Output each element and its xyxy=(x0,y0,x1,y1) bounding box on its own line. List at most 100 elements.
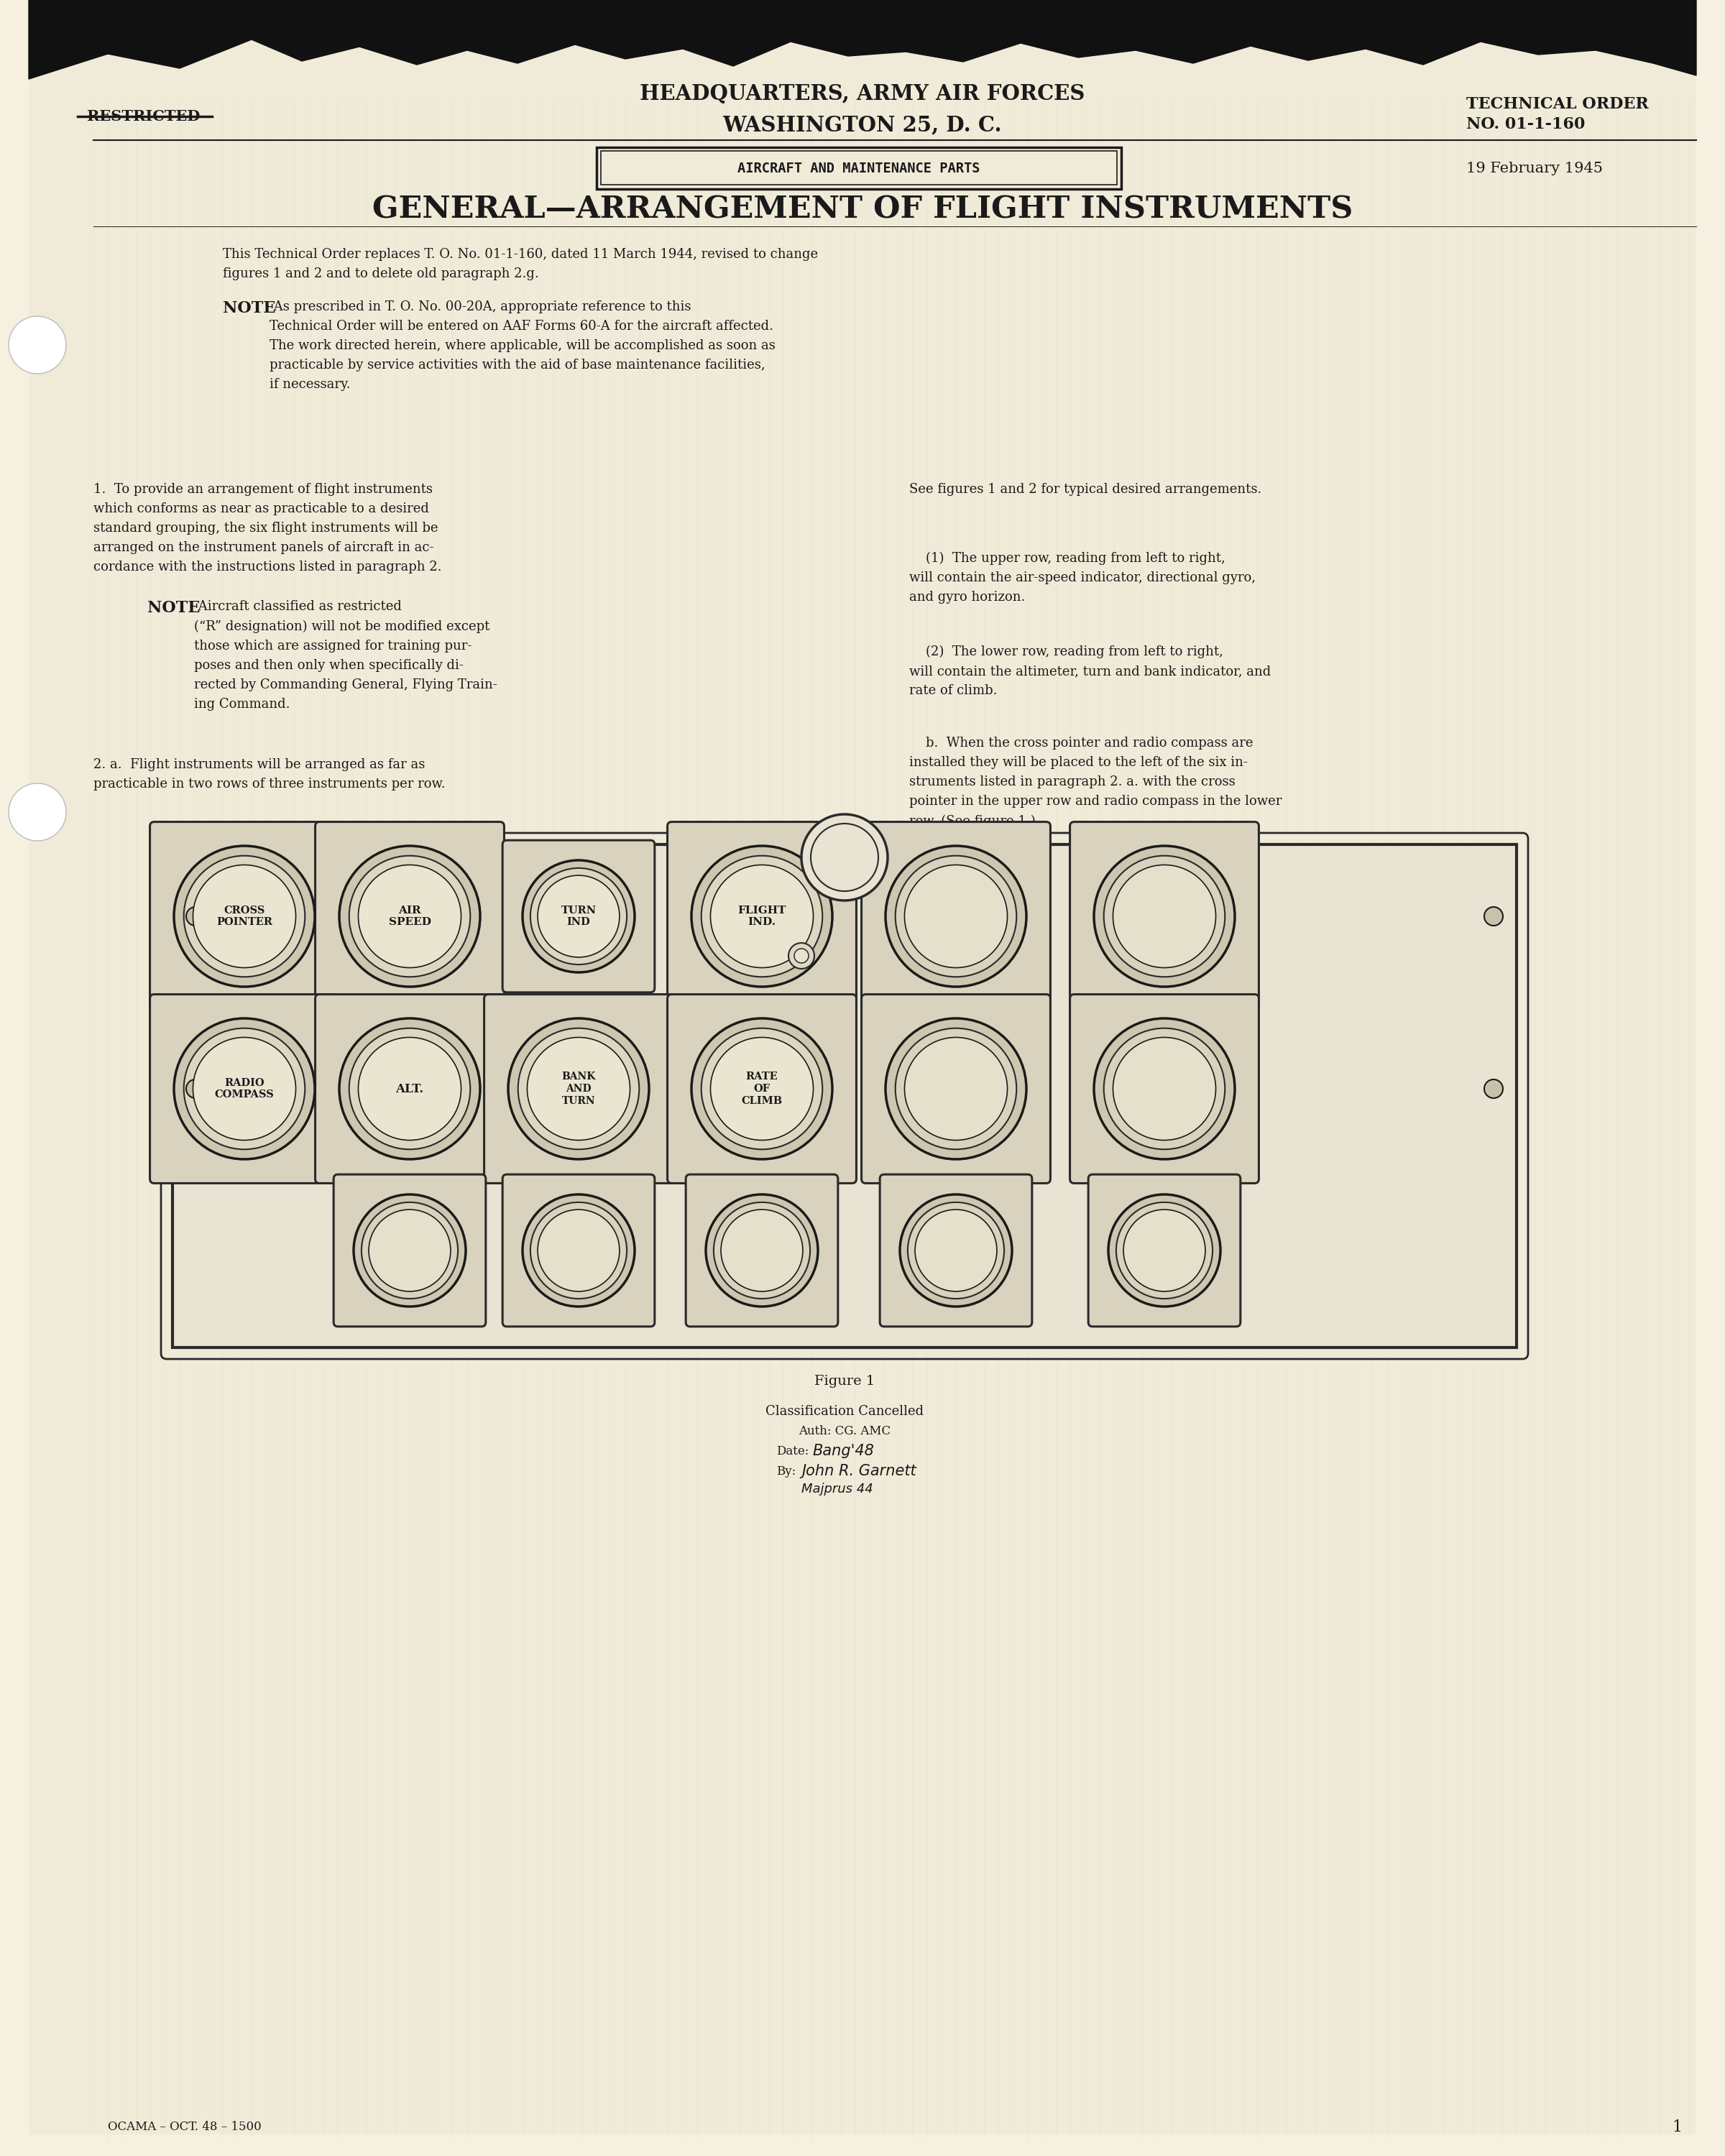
Text: (1)  The upper row, reading from left to right,
will contain the air-speed indic: (1) The upper row, reading from left to … xyxy=(909,552,1256,604)
Text: GENERAL—ARRANGEMENT OF FLIGHT INSTRUMENTS: GENERAL—ARRANGEMENT OF FLIGHT INSTRUMENT… xyxy=(373,194,1352,224)
Circle shape xyxy=(348,856,471,977)
Circle shape xyxy=(9,317,66,373)
Text: FLIGHT
IND.: FLIGHT IND. xyxy=(738,906,787,927)
Text: OCAMA – OCT. 48 – 1500: OCAMA – OCT. 48 – 1500 xyxy=(107,2122,262,2134)
Circle shape xyxy=(1116,1203,1213,1298)
Circle shape xyxy=(1113,1037,1216,1141)
Circle shape xyxy=(185,1028,305,1149)
Circle shape xyxy=(788,942,814,968)
FancyBboxPatch shape xyxy=(316,994,504,1184)
Text: Figure 1: Figure 1 xyxy=(814,1376,875,1388)
Text: As prescribed in T. O. No. 00-20A, appropriate reference to this
Technical Order: As prescribed in T. O. No. 00-20A, appro… xyxy=(269,300,776,390)
Circle shape xyxy=(359,865,461,968)
Circle shape xyxy=(1123,1210,1206,1291)
Bar xyxy=(172,845,1516,1348)
Circle shape xyxy=(340,1018,480,1160)
Text: Auth: CG. AMC: Auth: CG. AMC xyxy=(799,1425,890,1438)
Text: BANK
AND
TURN: BANK AND TURN xyxy=(562,1072,595,1106)
Text: RATE
OF
CLIMB: RATE OF CLIMB xyxy=(742,1072,783,1106)
Circle shape xyxy=(1484,908,1502,925)
Text: See figures 1 and 2 for typical desired arrangements.: See figures 1 and 2 for typical desired … xyxy=(909,483,1261,496)
Text: This Technical Order replaces T. O. No. 01-1-160, dated 11 March 1944, revised t: This Technical Order replaces T. O. No. … xyxy=(223,248,818,280)
Circle shape xyxy=(692,845,833,987)
Circle shape xyxy=(914,1210,997,1291)
FancyBboxPatch shape xyxy=(668,821,856,1011)
Circle shape xyxy=(702,1028,823,1149)
Circle shape xyxy=(904,865,1007,968)
Circle shape xyxy=(174,845,316,987)
Circle shape xyxy=(538,1210,619,1291)
Circle shape xyxy=(523,1194,635,1307)
FancyBboxPatch shape xyxy=(502,1175,656,1326)
Circle shape xyxy=(692,1018,833,1160)
Circle shape xyxy=(186,908,205,925)
Circle shape xyxy=(186,1080,205,1097)
FancyBboxPatch shape xyxy=(333,1175,486,1326)
FancyBboxPatch shape xyxy=(1070,994,1259,1184)
Circle shape xyxy=(895,1028,1016,1149)
Circle shape xyxy=(1113,865,1216,968)
Text: AIRCRAFT AND MAINTENANCE PARTS: AIRCRAFT AND MAINTENANCE PARTS xyxy=(738,162,980,175)
Circle shape xyxy=(794,949,809,964)
Text: NOTE: NOTE xyxy=(147,599,200,617)
FancyBboxPatch shape xyxy=(861,821,1051,1011)
FancyBboxPatch shape xyxy=(1070,821,1259,1011)
Text: Aircraft classified as restricted
(“R” designation) will not be modified except
: Aircraft classified as restricted (“R” d… xyxy=(193,599,497,711)
Circle shape xyxy=(193,1037,295,1141)
Text: RADIO
COMPASS: RADIO COMPASS xyxy=(214,1078,274,1100)
Text: TECHNICAL ORDER: TECHNICAL ORDER xyxy=(1466,97,1649,112)
Circle shape xyxy=(9,783,66,841)
FancyBboxPatch shape xyxy=(668,994,856,1184)
Text: (2)  The lower row, reading from left to right,
will contain the altimeter, turn: (2) The lower row, reading from left to … xyxy=(909,645,1271,696)
Text: NOTE: NOTE xyxy=(223,300,276,317)
Circle shape xyxy=(802,815,888,901)
Circle shape xyxy=(528,1037,630,1141)
Circle shape xyxy=(721,1210,802,1291)
Circle shape xyxy=(711,865,812,968)
Circle shape xyxy=(530,869,626,964)
FancyBboxPatch shape xyxy=(485,994,673,1184)
FancyBboxPatch shape xyxy=(880,1175,1032,1326)
Circle shape xyxy=(174,1018,316,1160)
FancyBboxPatch shape xyxy=(687,1175,838,1326)
Text: By:: By: xyxy=(776,1466,795,1477)
Text: Date:: Date: xyxy=(776,1445,809,1457)
Text: 19 February 1945: 19 February 1945 xyxy=(1466,162,1603,175)
Circle shape xyxy=(1104,1028,1225,1149)
Circle shape xyxy=(1104,856,1225,977)
Text: ALT.: ALT. xyxy=(395,1082,424,1095)
FancyBboxPatch shape xyxy=(150,994,338,1184)
Circle shape xyxy=(885,1018,1026,1160)
Circle shape xyxy=(193,865,295,968)
Circle shape xyxy=(900,1194,1013,1307)
Circle shape xyxy=(369,1210,450,1291)
FancyBboxPatch shape xyxy=(861,994,1051,1184)
Circle shape xyxy=(711,1037,812,1141)
Circle shape xyxy=(1109,1194,1221,1307)
Circle shape xyxy=(706,1194,818,1307)
Text: 1: 1 xyxy=(1672,2119,1682,2134)
Text: Classification Cancelled: Classification Cancelled xyxy=(766,1406,923,1419)
Circle shape xyxy=(348,1028,471,1149)
Circle shape xyxy=(359,1037,461,1141)
Circle shape xyxy=(185,856,305,977)
Circle shape xyxy=(1094,845,1235,987)
Circle shape xyxy=(1484,1080,1502,1097)
Circle shape xyxy=(702,856,823,977)
FancyBboxPatch shape xyxy=(316,821,504,1011)
Circle shape xyxy=(885,845,1026,987)
Text: b.  When the cross pointer and radio compass are
installed they will be placed t: b. When the cross pointer and radio comp… xyxy=(909,737,1282,828)
Text: RESTRICTED: RESTRICTED xyxy=(88,110,200,123)
Circle shape xyxy=(1094,1018,1235,1160)
Polygon shape xyxy=(29,0,1696,80)
Text: CROSS
POINTER: CROSS POINTER xyxy=(216,906,273,927)
FancyBboxPatch shape xyxy=(1088,1175,1240,1326)
Circle shape xyxy=(530,1203,626,1298)
Text: TURN
IND: TURN IND xyxy=(561,906,597,927)
Text: John R. Garnett: John R. Garnett xyxy=(802,1464,916,1479)
Text: NO. 01-1-160: NO. 01-1-160 xyxy=(1466,116,1585,132)
Circle shape xyxy=(895,856,1016,977)
Circle shape xyxy=(538,875,619,957)
Circle shape xyxy=(714,1203,811,1298)
Circle shape xyxy=(904,1037,1007,1141)
